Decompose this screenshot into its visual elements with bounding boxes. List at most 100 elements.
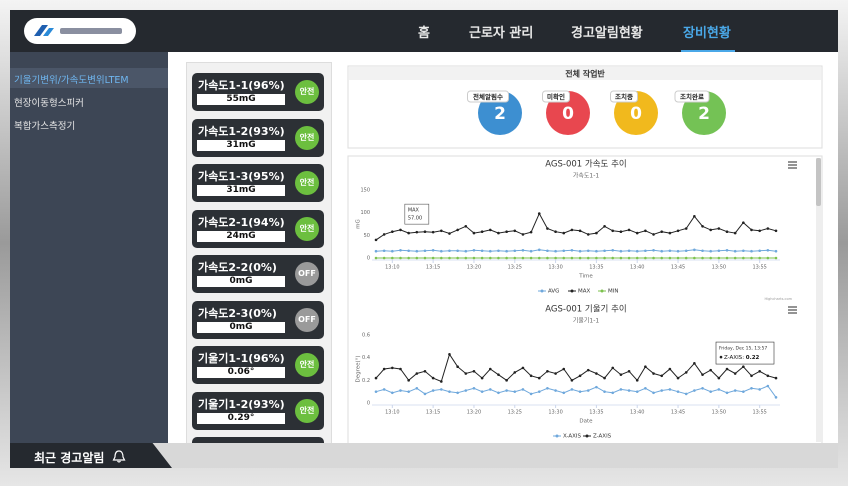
device-name: 가속도2-3(0%) (198, 306, 277, 320)
data-point (570, 388, 574, 391)
y-tick-label: 0.6 (362, 333, 370, 339)
device-card[interactable]: 가속도1-1(96%) 55mG 안전 (192, 73, 324, 111)
tooltip-value: 57.00 (408, 216, 422, 222)
data-point (456, 256, 459, 260)
y-tick-label: 50 (364, 233, 370, 239)
tooltip-dot (719, 355, 723, 359)
data-point (505, 256, 508, 260)
x-axis-title: Time (578, 274, 593, 280)
device-status: OFF (295, 307, 319, 332)
sidebar-item[interactable]: 현장이동형스피커 (14, 98, 84, 109)
data-point (554, 256, 557, 260)
data-point (725, 256, 729, 260)
data-point (733, 249, 737, 253)
data-point (513, 229, 517, 233)
data-point (644, 229, 647, 233)
data-point (619, 230, 623, 234)
summary-tag (674, 90, 710, 103)
y-tick-label: 0 (367, 401, 370, 407)
alert-tab[interactable] (10, 443, 172, 468)
data-point (391, 391, 394, 395)
data-point (644, 249, 647, 253)
data-point (399, 248, 402, 252)
data-point (676, 390, 680, 393)
menu-item[interactable]: 경고알림현황 (571, 26, 643, 41)
data-point (635, 390, 639, 393)
device-card[interactable]: 가속도1-2(93%) 31mG 안전 (192, 118, 324, 157)
x-tick-label: 13:10 (385, 410, 399, 416)
data-point (693, 248, 696, 252)
data-point (733, 256, 737, 260)
data-point (766, 256, 770, 260)
device-card[interactable]: 기울기1-2(93%) 0.29° 안전 (192, 391, 324, 430)
data-point (693, 389, 696, 392)
data-point (595, 231, 598, 235)
data-point (652, 248, 655, 252)
data-point (407, 379, 410, 382)
data-point (750, 256, 753, 260)
data-point (399, 389, 402, 392)
data-point (774, 376, 778, 380)
alert-tab-title: 최근 경고알림 (34, 449, 126, 466)
device-value: 0mG (197, 276, 285, 287)
data-point (725, 248, 729, 252)
x-tick-label: 13:45 (671, 410, 685, 416)
data-point (448, 232, 451, 235)
data-point (529, 230, 533, 234)
data-point (644, 256, 647, 260)
menu-item[interactable]: 근로자 관리 (469, 26, 534, 41)
data-point (423, 369, 427, 373)
device-card[interactable]: 가속도2-1(94%) 24mG 안전 (192, 209, 324, 248)
data-point (709, 249, 712, 253)
data-point (488, 388, 492, 391)
sidebar-item[interactable]: 복합가스측정기 (14, 121, 76, 132)
data-point (774, 396, 778, 399)
device-card[interactable]: 기울기1-1(96%) 0.06° 안전 (192, 346, 324, 384)
menu-item[interactable]: 홈 (418, 26, 430, 41)
data-point (448, 390, 451, 393)
x-axis-title: Date (579, 419, 593, 425)
data-point (488, 228, 492, 232)
data-point (676, 229, 680, 233)
device-card[interactable]: 가속도1-3(95%) 31mG 안전 (192, 164, 324, 202)
data-point (766, 248, 770, 252)
data-point (611, 391, 615, 395)
data-point (423, 256, 427, 260)
chart-panel (347, 155, 823, 443)
device-status: 안전 (295, 171, 319, 195)
data-point (742, 221, 745, 224)
device-card[interactable]: 가속도2-3(0%) 0mG OFF (192, 300, 324, 339)
device-status: 안전 (295, 353, 319, 377)
data-point (603, 224, 606, 228)
summary-value: 2 (494, 104, 506, 124)
data-point (382, 256, 386, 260)
device-card[interactable]: 가속도2-2(0%) 0mG OFF (192, 255, 324, 293)
sidebar-item[interactable]: 기울기변위/가속도변위LTEM (14, 75, 129, 86)
data-point (562, 249, 566, 253)
data-point (407, 256, 410, 260)
data-point (464, 224, 468, 228)
summary-value: 0 (630, 104, 642, 124)
scrollbar-track (816, 158, 821, 442)
data-point (399, 367, 402, 371)
menu-item[interactable]: 장비현황 (683, 26, 731, 41)
data-point (668, 231, 672, 235)
data-point (725, 230, 729, 234)
data-point (472, 248, 476, 252)
summary-label: 조치중 (615, 92, 633, 101)
data-point (611, 229, 615, 233)
data-point (603, 376, 606, 380)
data-point (684, 371, 688, 374)
data-point (497, 373, 500, 376)
data-point (627, 256, 631, 260)
device-name: 기울기1-2(93%) (198, 397, 285, 411)
data-point (627, 228, 631, 232)
data-point (415, 372, 419, 375)
data-point (701, 249, 704, 253)
logo[interactable] (24, 18, 136, 44)
legend-label: X-AXIS (563, 434, 582, 440)
series-line (375, 385, 777, 398)
data-point (415, 249, 419, 253)
device-name: 가속도2-1(94%) (198, 215, 285, 229)
data-point (464, 372, 468, 375)
